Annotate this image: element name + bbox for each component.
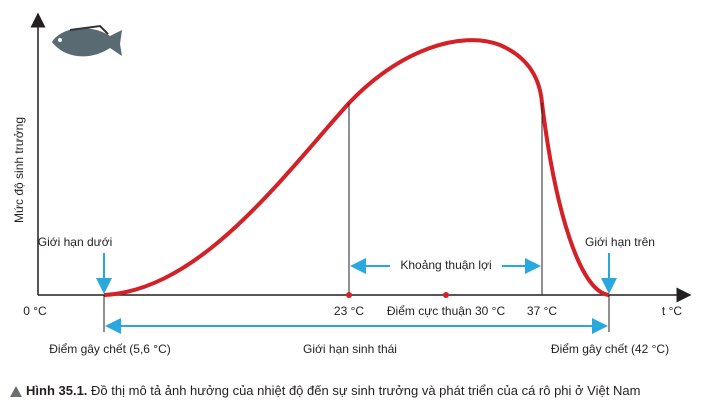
x-axis-label: t °C bbox=[662, 304, 682, 318]
caption-icon bbox=[10, 386, 22, 397]
lower-limit-label: Giới hạn dưới bbox=[38, 235, 112, 249]
point bbox=[346, 292, 352, 298]
upper-limit-label: Giới hạn trên bbox=[585, 235, 655, 249]
fish-icon bbox=[52, 24, 122, 57]
range-label: Giới hạn sinh thái bbox=[303, 342, 397, 356]
death-point-label: Điểm gây chết (42 °C) bbox=[551, 342, 669, 356]
caption-label: Hình 35.1. bbox=[26, 383, 87, 398]
caption: Hình 35.1. Đồ thị mô tả ảnh hưởng của nh… bbox=[26, 383, 640, 398]
x-origin-label: 0 °C bbox=[23, 304, 47, 318]
caption-text: Đồ thị mô tả ảnh hưởng của nhiệt độ đến … bbox=[91, 383, 640, 398]
temp-label: Điểm cực thuận 30 °C bbox=[387, 304, 506, 318]
temp-label: 37 °C bbox=[527, 304, 557, 318]
growth-curve bbox=[103, 38, 610, 297]
favorable-label: Khoảng thuận lợi bbox=[400, 258, 491, 272]
temp-label: 23 °C bbox=[334, 304, 364, 318]
death-point-label: Điểm gây chết (5,6 °C) bbox=[49, 342, 171, 356]
y-axis-label: Mức độ sinh trưởng bbox=[12, 117, 26, 223]
point bbox=[443, 292, 449, 298]
